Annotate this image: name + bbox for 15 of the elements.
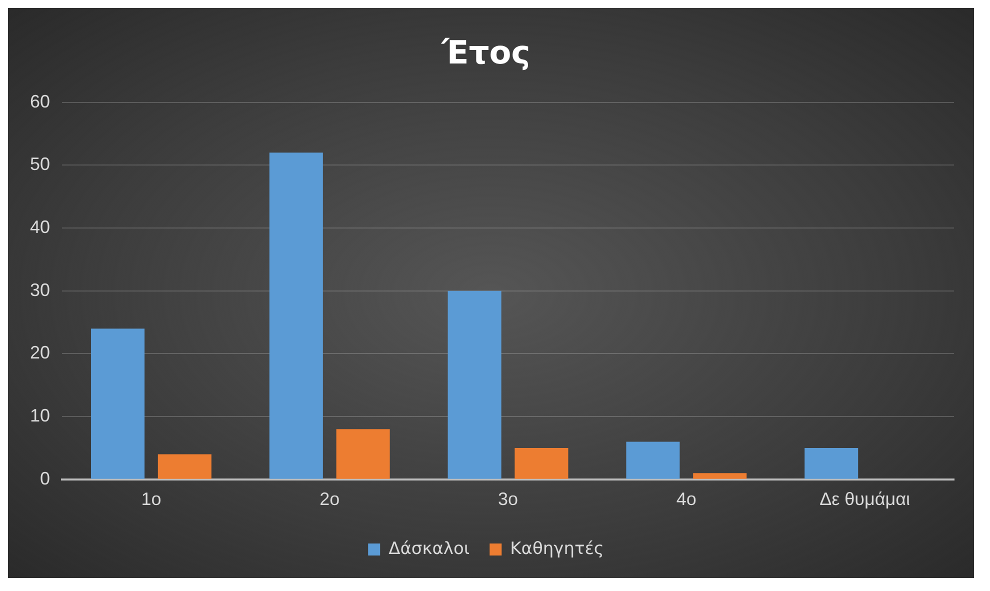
y-tick-label: 40 (30, 217, 50, 238)
y-tick-label: 10 (30, 406, 50, 426)
legend-label: Δάσκαλοι (388, 538, 470, 559)
y-tick-label: 0 (40, 468, 50, 488)
x-tick-label: 2ο (320, 489, 340, 510)
y-tick-label: 20 (30, 342, 50, 363)
y-tick-label: 30 (30, 280, 50, 300)
chart-title: Έτος (440, 34, 530, 72)
x-tick-label: 3ο (498, 489, 518, 510)
legend-label: Καθηγητές (510, 538, 604, 559)
y-tick-label: 60 (30, 91, 50, 112)
x-tick-label: 4ο (676, 489, 696, 510)
x-tick-label: 1ο (141, 489, 162, 510)
x-tick-label: Δε θυμάμαι (820, 489, 910, 510)
y-tick-label: 50 (30, 154, 50, 174)
